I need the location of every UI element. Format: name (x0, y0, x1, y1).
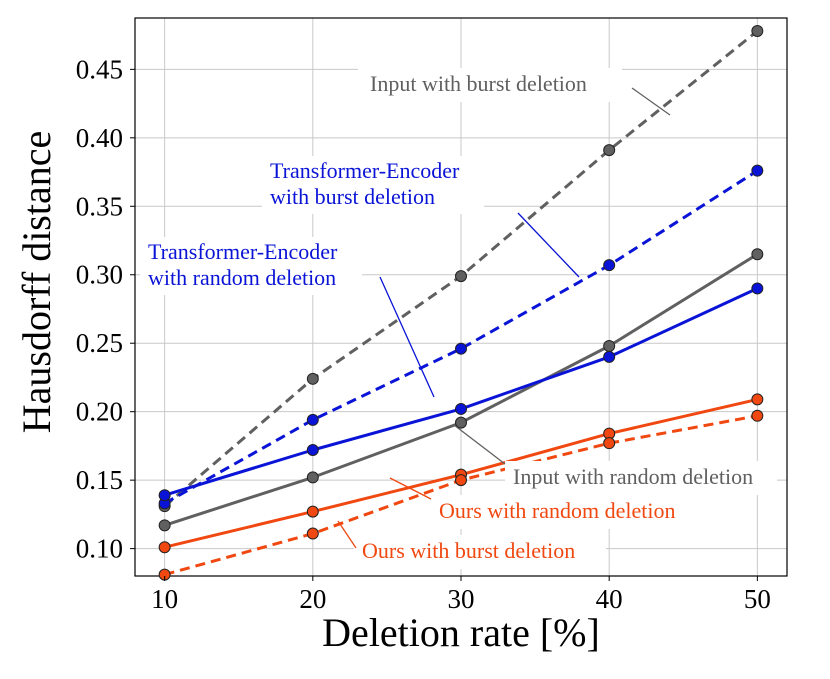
annotation-background (431, 495, 699, 529)
data-point (455, 342, 467, 355)
series-layer (158, 25, 764, 581)
annotation-label: Ours with random deletion (439, 498, 675, 523)
data-point (455, 474, 467, 487)
annotation-background (505, 461, 777, 495)
x-tick-label: 40 (596, 584, 623, 614)
data-point (455, 270, 467, 283)
annotation-label: Input with burst deletion (370, 71, 587, 96)
annotation-background (140, 237, 362, 295)
data-point (158, 489, 171, 502)
annotation-leader (337, 520, 357, 549)
annotation-layer: Input with burst deletion Transformer-Enc… (140, 68, 777, 569)
annotation-label: Ours with burst deletion (362, 538, 575, 563)
data-point (306, 444, 319, 457)
series-ours-with-burst-deletion (158, 409, 764, 581)
data-point (751, 248, 764, 261)
data-point (306, 413, 319, 426)
data-point (603, 350, 616, 363)
y-axis-title: Hausdorff distance (14, 131, 59, 434)
series-transformer-encoder-with-burst-deletion (158, 164, 764, 510)
data-point (306, 505, 319, 518)
annotation-leader (379, 276, 435, 398)
annotation-leader (389, 477, 432, 500)
series-input-with-burst-deletion (158, 25, 764, 513)
data-point (158, 541, 171, 554)
annotation-label: Transformer-Encoder (148, 239, 338, 264)
data-point (603, 144, 616, 157)
data-point (751, 393, 764, 406)
data-point (306, 471, 319, 484)
series-line (163, 169, 759, 505)
data-point (603, 339, 616, 352)
annotation-background (262, 156, 484, 214)
annotation-label: Input with random deletion (513, 464, 753, 489)
annotation-label: with random deletion (148, 265, 336, 290)
x-tick-label: 20 (299, 584, 326, 614)
data-point (751, 282, 764, 295)
data-point (306, 527, 319, 540)
annotation-leader (631, 87, 671, 116)
annotation-ours-burst: Ours with burst deletion (337, 520, 606, 569)
series-input-with-random-deletion (158, 248, 764, 532)
y-tick-label: 0.25 (76, 328, 123, 358)
data-point (306, 372, 319, 385)
annotation-input-burst: Input with burst deletion (358, 68, 671, 116)
data-point (158, 519, 171, 532)
y-tick-label: 0.15 (76, 465, 123, 495)
x-axis-title: Deletion rate [%] (322, 610, 600, 655)
x-tick-label: 30 (448, 584, 475, 614)
data-point (455, 402, 467, 415)
annotation-leader (453, 424, 506, 465)
x-tick-label: 10 (151, 584, 178, 614)
annotation-leader (517, 212, 580, 278)
series-transformer-encoder-with-random-deletion (158, 282, 764, 502)
data-point (603, 259, 616, 272)
annotation-label: with burst deletion (270, 184, 435, 209)
y-tick-label: 0.10 (76, 534, 123, 564)
data-point (751, 409, 764, 422)
annotation-background (358, 68, 622, 102)
annotation-label: Transformer-Encoder (270, 158, 460, 183)
data-point (751, 164, 764, 177)
annotation-input-random: Input with random deletion (453, 424, 777, 495)
x-tick-label: 50 (744, 584, 771, 614)
y-tick-label: 0.40 (76, 123, 123, 153)
y-tick-label: 0.20 (76, 397, 123, 427)
data-point (455, 416, 467, 429)
data-point (751, 25, 764, 38)
y-tick-label: 0.45 (76, 54, 123, 84)
annotation-ours-random: Ours with random deletion (389, 477, 699, 529)
y-tick-label: 0.30 (76, 260, 123, 290)
tick-layer: 10 20 30 40 50 0.10 0.15 0.20 0.25 0.30 0.35 0.40 0.… (76, 54, 771, 614)
data-point (603, 437, 616, 450)
y-tick-label: 0.35 (76, 191, 123, 221)
annotation-background (354, 535, 606, 569)
